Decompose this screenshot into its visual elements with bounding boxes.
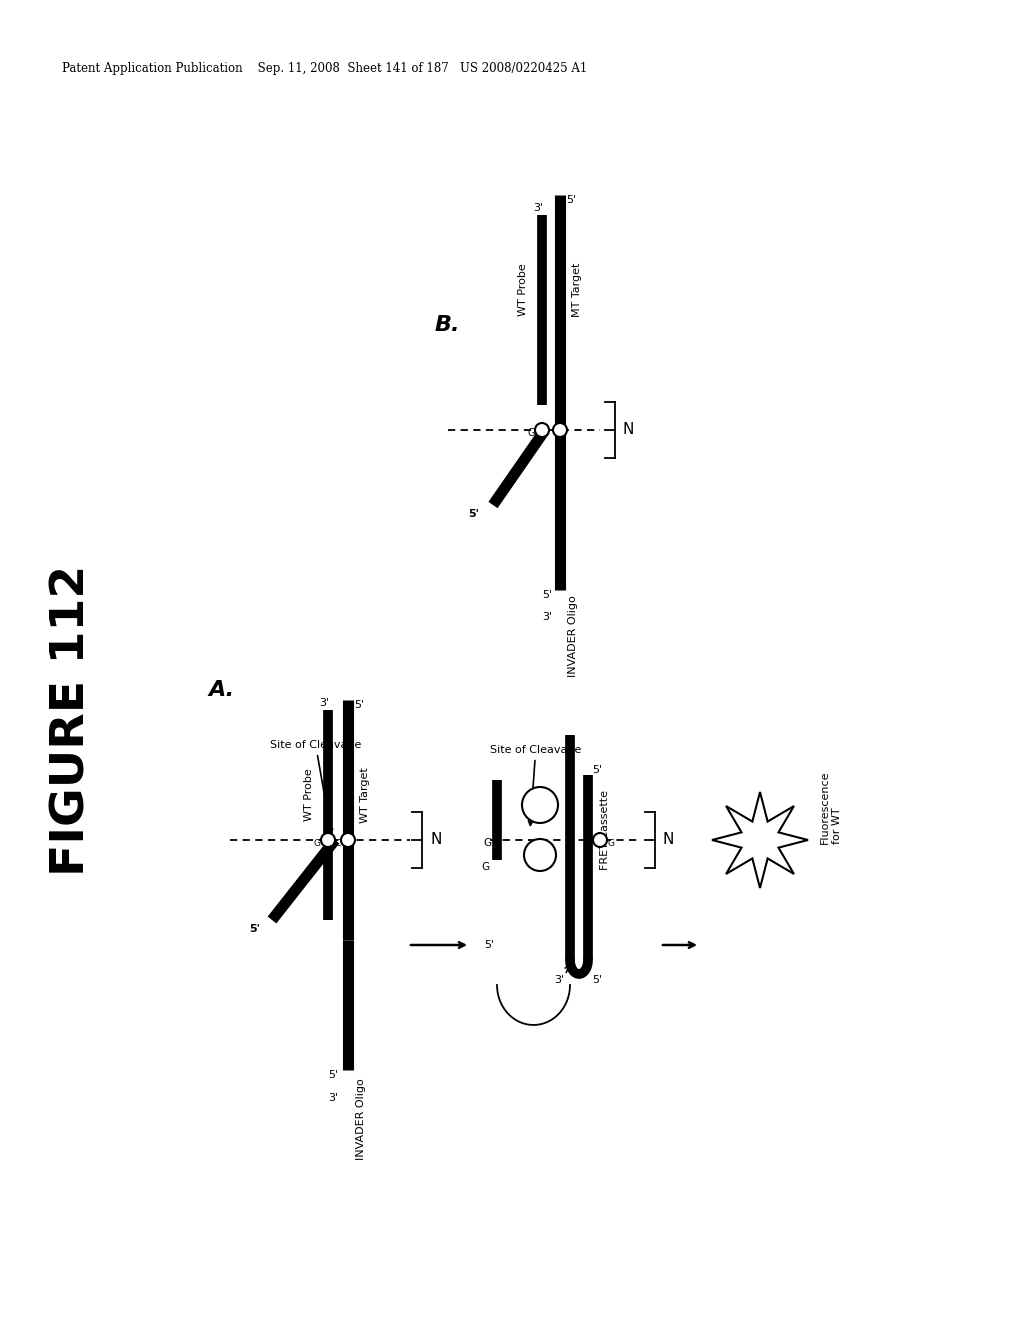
- Text: 5': 5': [592, 766, 602, 775]
- Circle shape: [553, 422, 567, 437]
- Text: 3': 3': [328, 1093, 338, 1104]
- Text: 5': 5': [328, 1071, 338, 1080]
- Text: G: G: [481, 862, 489, 873]
- Text: WT Probe: WT Probe: [304, 768, 314, 821]
- Text: 5': 5': [468, 510, 479, 519]
- Circle shape: [593, 833, 607, 847]
- Text: FRET Cassette: FRET Cassette: [600, 789, 610, 870]
- Text: INVADER Oligo: INVADER Oligo: [356, 1078, 366, 1160]
- Text: A.: A.: [208, 680, 234, 700]
- Circle shape: [341, 833, 355, 847]
- Text: C: C: [335, 838, 341, 847]
- Text: B.: B.: [435, 315, 461, 335]
- Text: 5': 5': [484, 940, 494, 950]
- Text: 3': 3': [318, 698, 329, 708]
- Text: WT Probe: WT Probe: [518, 264, 528, 317]
- Text: N: N: [623, 422, 635, 437]
- Text: F: F: [536, 851, 544, 865]
- Text: WT Target: WT Target: [360, 767, 370, 822]
- Text: 5': 5': [354, 700, 365, 710]
- Text: 5': 5': [566, 195, 577, 205]
- Circle shape: [524, 840, 556, 871]
- Text: 3': 3': [554, 975, 564, 985]
- Text: 3': 3': [532, 203, 543, 213]
- Circle shape: [321, 833, 335, 847]
- Text: G: G: [608, 838, 615, 847]
- Text: N: N: [430, 833, 441, 847]
- Text: 5': 5': [542, 590, 552, 601]
- Text: FIGURE 112: FIGURE 112: [49, 565, 94, 875]
- Text: G: G: [527, 428, 535, 438]
- Text: INVADER Oligo: INVADER Oligo: [568, 595, 578, 677]
- Text: Fluorescence
for WT: Fluorescence for WT: [820, 770, 842, 843]
- Text: Patent Application Publication    Sep. 11, 2008  Sheet 141 of 187   US 2008/0220: Patent Application Publication Sep. 11, …: [62, 62, 587, 75]
- Text: 3': 3': [542, 612, 552, 622]
- Circle shape: [522, 787, 558, 822]
- Polygon shape: [712, 792, 808, 888]
- Text: 5': 5': [249, 924, 260, 935]
- Text: Q: Q: [535, 801, 546, 814]
- Text: Site of Cleavage: Site of Cleavage: [490, 744, 582, 825]
- Text: MT Target: MT Target: [572, 263, 582, 317]
- Text: G: G: [314, 838, 321, 847]
- Circle shape: [535, 422, 549, 437]
- Text: N: N: [663, 833, 675, 847]
- Text: Site of Cleavage: Site of Cleavage: [270, 741, 361, 833]
- Text: G: G: [484, 838, 492, 847]
- Text: 5': 5': [592, 975, 602, 985]
